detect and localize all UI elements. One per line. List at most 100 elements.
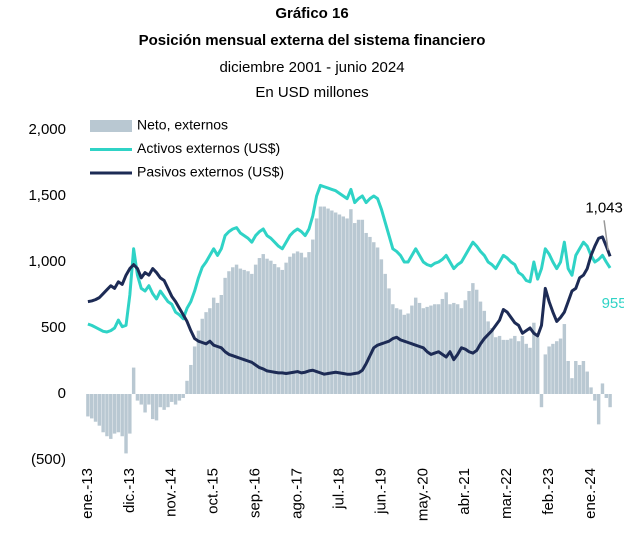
- bar: [520, 335, 525, 394]
- line: [87, 183, 612, 334]
- bar: [231, 267, 235, 394]
- bar: [494, 337, 498, 394]
- bar: [364, 232, 368, 394]
- bar: [120, 394, 124, 437]
- bar: [261, 254, 265, 394]
- x-tick-label: sep.-16: [247, 468, 264, 518]
- bar: [227, 271, 231, 394]
- bar: [204, 312, 208, 394]
- bar: [379, 259, 384, 394]
- x-tick-label: ago.-17: [289, 468, 306, 519]
- bar: [356, 219, 361, 394]
- bar: [311, 239, 315, 394]
- bar: [551, 343, 555, 394]
- bar: [276, 267, 281, 394]
- bar: [154, 394, 159, 421]
- line: [87, 235, 612, 376]
- bar: [501, 339, 506, 394]
- bar: [513, 335, 517, 394]
- bar: [341, 216, 345, 394]
- x-tick-label: may.-20: [414, 468, 431, 521]
- bar: [398, 309, 403, 394]
- bar: [162, 394, 166, 410]
- bar: [128, 394, 132, 434]
- bar: [200, 318, 204, 394]
- bar: [345, 218, 349, 394]
- bar: [585, 371, 589, 394]
- bar: [143, 394, 147, 413]
- bar: [196, 330, 201, 394]
- bar: [532, 322, 536, 394]
- leader-line: [603, 220, 609, 251]
- x-tick-label: jul.-18: [330, 468, 347, 510]
- bar: [181, 394, 185, 398]
- bar: [463, 300, 467, 394]
- bar: [574, 361, 578, 394]
- bar: [242, 269, 246, 394]
- bar: [482, 310, 487, 394]
- bar: [280, 269, 285, 394]
- bar: [372, 242, 376, 394]
- bar: [566, 361, 570, 394]
- bar: [562, 324, 567, 394]
- legend-swatch: [90, 120, 132, 132]
- chart-subtitle: diciembre 2001 - junio 2024: [219, 59, 404, 76]
- x-tick-label: dic.-13: [121, 468, 138, 513]
- bar: [509, 338, 513, 394]
- bar: [391, 304, 395, 394]
- bar: [543, 354, 548, 394]
- bar: [535, 337, 540, 394]
- bar: [505, 339, 509, 394]
- bar: [86, 394, 90, 417]
- bar: [478, 301, 483, 394]
- x-tick-label: ene.-24: [582, 468, 599, 519]
- data-label: 955: [602, 295, 624, 312]
- bar: [185, 380, 189, 394]
- bar: [600, 383, 605, 394]
- bar: [131, 367, 136, 394]
- bar: [135, 394, 140, 401]
- bar: [375, 247, 380, 394]
- bar: [539, 394, 544, 408]
- y-tick-label: 0: [58, 385, 66, 402]
- bar: [189, 364, 193, 394]
- bar: [109, 394, 113, 439]
- bar: [284, 262, 288, 394]
- bar: [436, 304, 441, 394]
- bar: [353, 223, 357, 394]
- bar: [93, 394, 98, 422]
- bar: [177, 394, 182, 401]
- bar: [516, 341, 521, 394]
- bar: [101, 394, 105, 433]
- bar: [299, 252, 304, 394]
- bar: [368, 236, 372, 394]
- bar: [593, 394, 597, 401]
- bar: [410, 305, 414, 394]
- bar: [105, 394, 109, 437]
- bar: [173, 394, 178, 405]
- y-tick-label: (500): [31, 451, 66, 468]
- bar: [333, 212, 338, 394]
- bar: [604, 394, 608, 398]
- bar: [90, 394, 94, 419]
- bar: [486, 321, 490, 394]
- bar: [292, 253, 296, 394]
- y-tick-label: 1,500: [28, 187, 66, 204]
- bar: [490, 328, 494, 394]
- bar: [265, 258, 269, 394]
- y-tick-label: 1,000: [28, 253, 66, 270]
- bar: [234, 264, 239, 394]
- data-label: 1,043: [585, 199, 623, 216]
- bar: [577, 364, 582, 394]
- bar: [406, 313, 410, 394]
- bar: [318, 206, 323, 394]
- bar: [330, 210, 334, 394]
- bar: [455, 304, 460, 394]
- legend-label: Activos externos (US$): [137, 140, 280, 156]
- bar: [471, 283, 475, 394]
- legend-label: Neto, externos: [137, 117, 228, 133]
- bar: [192, 346, 197, 394]
- bar: [524, 343, 528, 394]
- bar: [295, 251, 300, 394]
